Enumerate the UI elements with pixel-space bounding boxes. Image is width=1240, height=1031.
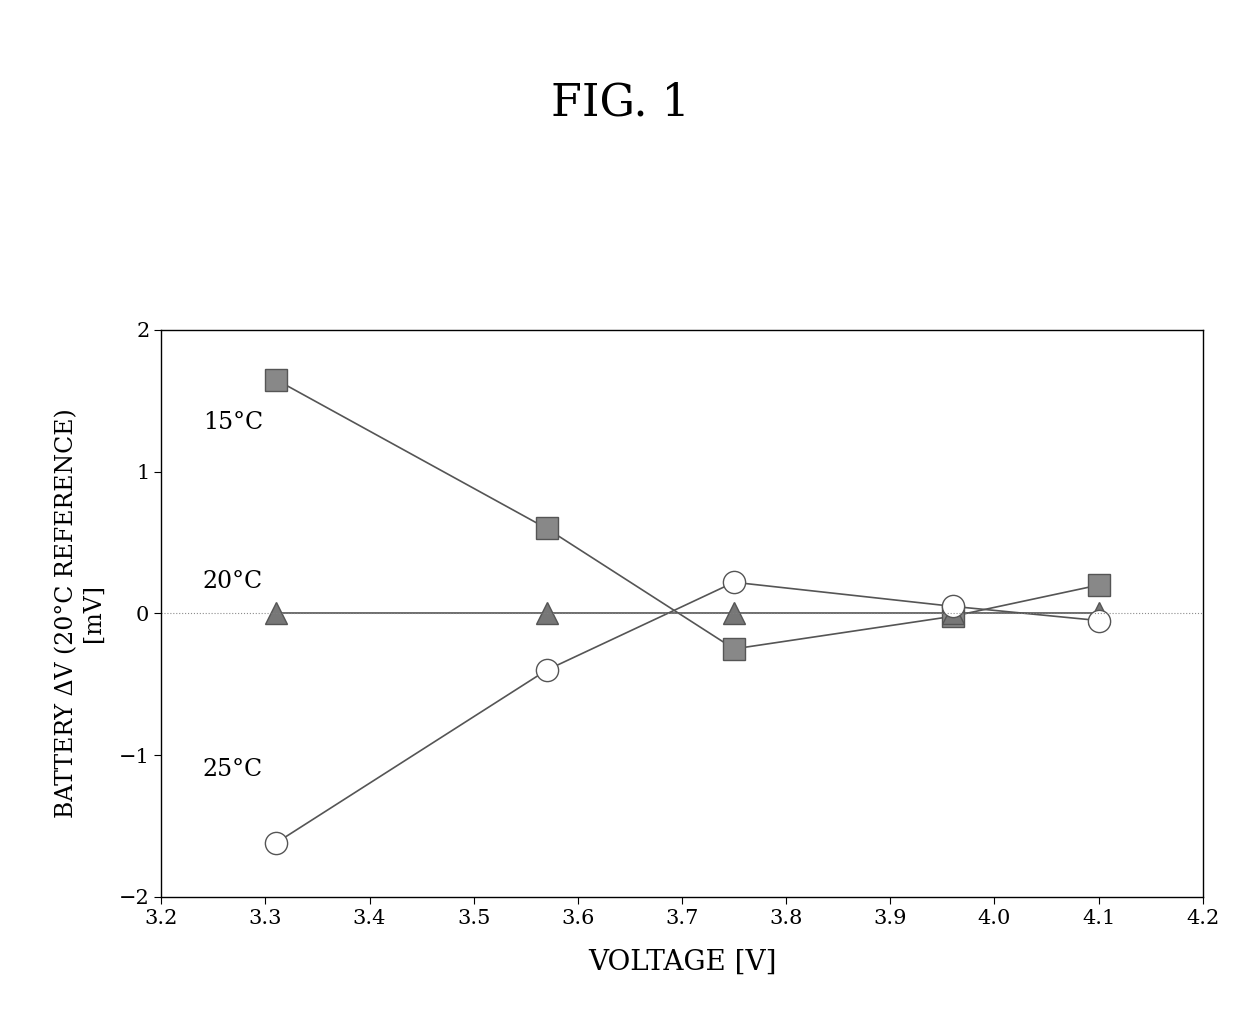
Y-axis label: BATTERY ΔV (20°C REFERENCE)
[mV]: BATTERY ΔV (20°C REFERENCE) [mV] — [55, 408, 104, 819]
Text: 20°C: 20°C — [203, 570, 263, 593]
X-axis label: VOLTAGE [V]: VOLTAGE [V] — [588, 949, 776, 975]
Text: FIG. 1: FIG. 1 — [551, 81, 689, 125]
Text: 15°C: 15°C — [203, 411, 263, 434]
Text: 25°C: 25°C — [203, 759, 263, 781]
